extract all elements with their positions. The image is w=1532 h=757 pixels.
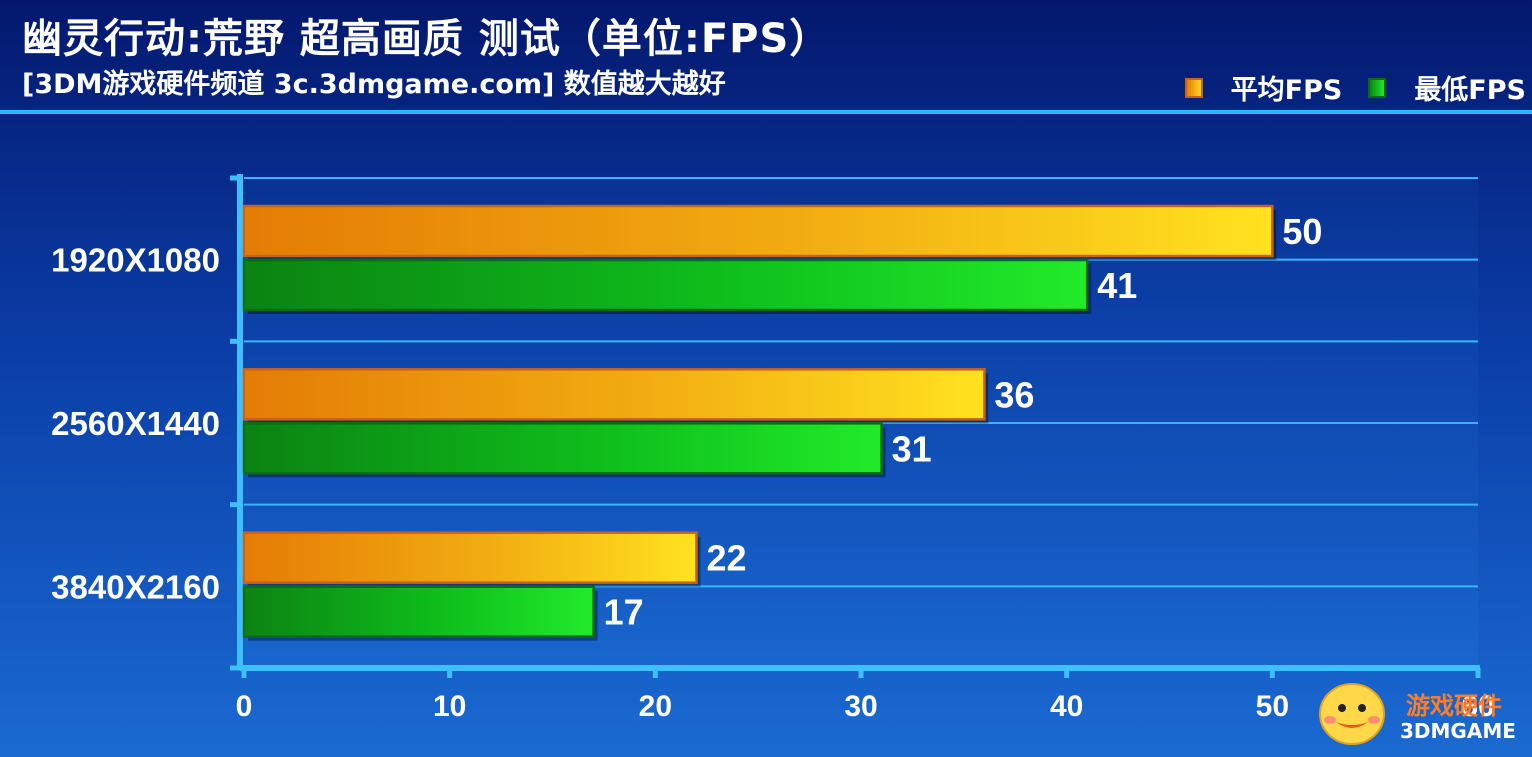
legend-label-min: 最低FPS	[1414, 75, 1526, 106]
y-category-label: 2560X1440	[51, 405, 220, 442]
bar-value-label: 22	[706, 538, 746, 579]
bar-value-label: 36	[994, 374, 1034, 415]
legend-label-avg: 平均FPS	[1230, 75, 1343, 106]
x-tick-label: 0	[236, 690, 253, 723]
bar-avg-fps	[242, 204, 1274, 258]
bar-min-fps	[242, 585, 595, 638]
x-tick-label: 30	[844, 690, 877, 723]
x-tick-label: 50	[1256, 690, 1289, 723]
legend-swatch-min	[1368, 77, 1387, 98]
legend-item-avg: 平均FPS	[1184, 68, 1343, 107]
bar-min-fps	[242, 258, 1089, 312]
bars	[242, 204, 1277, 641]
bar-avg-fps	[242, 368, 986, 421]
watermark-mascot-icon	[1319, 683, 1385, 745]
watermark-line2: 3DMGAME	[1400, 719, 1516, 743]
y-category-label: 1920X1080	[51, 242, 220, 279]
labels: 1920X1080 50 41 2560X1440 36 31 3840X2160 22 17	[51, 211, 1322, 633]
bar-avg-fps	[242, 531, 698, 584]
bar-value-label: 31	[892, 428, 932, 469]
bar-value-label: 41	[1097, 265, 1137, 306]
bar-value-label: 17	[604, 592, 644, 633]
x-tick-label: 10	[433, 690, 466, 723]
x-tick-label: 60	[1461, 690, 1494, 723]
x-tick-label: 40	[1050, 690, 1083, 723]
bar-value-label: 50	[1282, 211, 1322, 252]
legend-swatch-avg	[1184, 77, 1203, 98]
chart-subtitle: [3DM游戏硬件频道 3c.3dmgame.com] 数值越大越好	[22, 69, 726, 100]
watermark-line1: 游戏硬件	[1406, 692, 1502, 720]
x-tick-label: 20	[639, 690, 672, 723]
watermark: 游戏硬件 3DMGAME	[1319, 683, 1516, 745]
axes: 0 10 20 30 40 50 60	[230, 174, 1495, 723]
header-divider	[0, 110, 1532, 114]
bar-min-fps	[242, 422, 883, 475]
y-category-label: 3840X2160	[51, 568, 220, 605]
legend: 平均FPS 最低FPS	[1159, 68, 1526, 107]
legend-item-min: 最低FPS	[1368, 68, 1526, 107]
chart-title: 幽灵行动:荒野 超高画质 测试（单位:FPS）	[22, 16, 831, 62]
